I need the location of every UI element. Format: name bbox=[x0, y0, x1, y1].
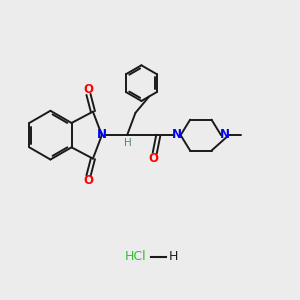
Text: N: N bbox=[172, 128, 182, 141]
Text: O: O bbox=[83, 83, 94, 96]
Text: N: N bbox=[220, 128, 230, 141]
Text: H: H bbox=[124, 138, 132, 148]
Text: O: O bbox=[149, 152, 159, 164]
Text: H: H bbox=[169, 250, 178, 263]
Text: HCl: HCl bbox=[124, 250, 146, 263]
Text: O: O bbox=[83, 174, 94, 188]
Text: N: N bbox=[97, 128, 107, 141]
